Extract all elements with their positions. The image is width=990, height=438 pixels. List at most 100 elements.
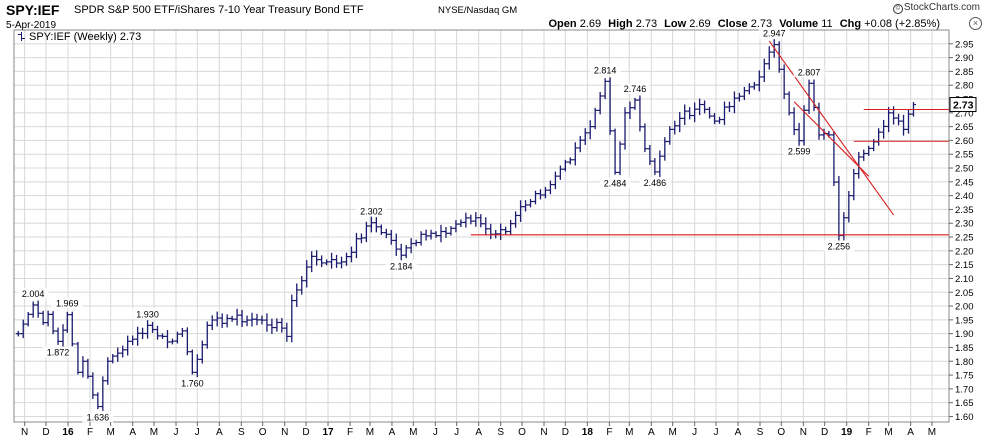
y-tick-label: 1.70 [955, 384, 974, 395]
ohlc-bar [567, 157, 573, 165]
ohlc-bar [209, 315, 215, 331]
ohlc-bar [150, 322, 156, 333]
ohlc-bar [339, 256, 345, 269]
ohlc-bar [299, 275, 305, 295]
ohlc-bar [20, 319, 26, 339]
ohlc-bar [712, 112, 718, 125]
x-tick-label: F [87, 427, 93, 438]
close-icon[interactable]: × [969, 17, 982, 30]
ohlc-bar [105, 357, 111, 385]
annotation-label: 2.484 [604, 178, 627, 188]
x-tick-label: N [21, 427, 28, 438]
ohlc-bar [413, 239, 419, 247]
ohlc-bar [677, 111, 683, 133]
ohlc-bar [607, 77, 613, 135]
ohlc-bar [612, 128, 618, 175]
x-tick-label: M [928, 427, 936, 438]
ohlc-bar [259, 315, 265, 325]
annotation-bg [42, 346, 74, 358]
ohlc-bar [269, 318, 275, 334]
ohlc-bar [120, 345, 126, 358]
ohlc-bar [55, 327, 61, 345]
ohlc-bar [284, 322, 290, 342]
x-tick-label: A [735, 427, 742, 438]
annotation-label: 2.004 [22, 289, 45, 299]
ohlc-bar [348, 246, 354, 263]
ohlc-bar [169, 338, 175, 345]
ohlc-bar [388, 229, 394, 245]
ohlc-bar [726, 101, 732, 113]
close-value: 2.73 [750, 18, 773, 30]
x-tick-label: M [625, 427, 633, 438]
ohlc-bar [383, 228, 389, 239]
trendlines [470, 40, 949, 236]
annotation-label: 2.184 [390, 261, 413, 271]
y-tick-label: 1.60 [955, 412, 974, 423]
x-tick-label: S [497, 427, 504, 438]
ohlc-bar [851, 168, 857, 201]
ohlc-bar [95, 392, 101, 410]
ohlc-bar [319, 255, 325, 268]
stockcharts-logo[interactable]: © StockCharts.com [892, 2, 980, 14]
y-axis: 1.60 1.65 1.70 1.75 1.80 1.85 1.90 1.95 2.00 2.05… [949, 39, 974, 423]
ohlc-bar [473, 212, 479, 227]
ohlc-bar [547, 180, 553, 195]
ohlc-bar [687, 107, 693, 120]
ohlc-bar [861, 149, 867, 161]
ohlc-bar [125, 335, 131, 356]
ohlc-bar [896, 113, 902, 126]
ohlc-bar [622, 107, 628, 150]
x-axis: N D 16 F M A M J J A S O N D 17 F M A M J J A S O N D 18 F M A M J J A S O N… [21, 422, 936, 438]
ohlc-bar [498, 223, 504, 240]
ohlc-bar [493, 229, 499, 239]
x-tick-label: A [907, 427, 914, 438]
ohlc-bar [164, 330, 170, 349]
x-tick-label: J [692, 427, 697, 438]
ohlc-bar [717, 116, 723, 124]
ohlc-bar [731, 91, 737, 114]
x-tick-label: F [866, 427, 872, 438]
ohlc-bar [542, 186, 548, 199]
ohlc-bar [657, 150, 663, 178]
x-tick-label: 18 [582, 427, 594, 438]
logo-text: StockCharts.com [903, 2, 980, 13]
x-tick-label: M [366, 427, 374, 438]
ohlc-bar [324, 259, 330, 266]
y-tick-label: 2.05 [955, 288, 974, 299]
ohlc-bar [224, 314, 230, 328]
x-tick-label: O [777, 427, 785, 438]
copyright-icon: © [892, 4, 903, 14]
ohlc-bar [662, 137, 668, 161]
last-value-marker: 2.73 [949, 97, 977, 113]
ohlc-bar [90, 372, 96, 399]
ohlc-bar [344, 252, 350, 266]
y-tick-label: 2.15 [955, 260, 974, 271]
ohlc-bar [174, 331, 180, 344]
ohlc-bar [508, 219, 514, 236]
y-tick-label: 2.90 [955, 53, 974, 64]
ohlc-bar [582, 128, 588, 145]
annotation-bg [599, 177, 631, 189]
ohlc-bar [433, 231, 439, 238]
annotation-label: 2.599 [788, 147, 811, 157]
ohlc-bar [159, 333, 165, 339]
ohlc-bar [358, 233, 364, 244]
ohlc-bar [632, 97, 638, 110]
plot-frame [13, 29, 950, 423]
ohlc-bar [408, 238, 414, 254]
x-tick-label: A [129, 427, 136, 438]
ohlc-bar [219, 313, 225, 328]
ohlc-bar [791, 107, 797, 136]
ohlc-bar [866, 145, 872, 157]
ohlc-bar [876, 128, 882, 146]
y-tick-label: 2.70 [955, 108, 974, 119]
x-tick-label: O [518, 427, 526, 438]
ohlc-bar [229, 315, 235, 322]
x-tick-label: J [433, 427, 438, 438]
annotation-label: 1.636 [87, 413, 110, 423]
ohlc-bar [736, 92, 742, 102]
ohlc-bar [140, 327, 146, 340]
x-tick-label: F [347, 427, 353, 438]
ohlc-bar [189, 349, 195, 375]
y-tick-label: 1.90 [955, 329, 974, 340]
